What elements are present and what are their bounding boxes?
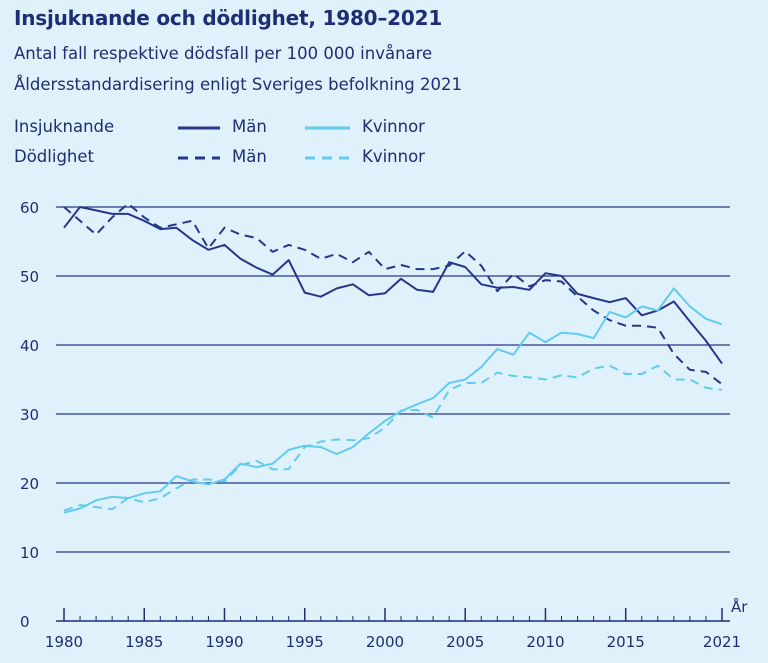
legend-group-mortality: Dödlighet: [14, 147, 94, 166]
x-tick-label-2021: 2021: [703, 633, 741, 651]
legend-mortality-women-label: Kvinnor: [362, 147, 425, 166]
series-line-dödlighet-kvinnor: [63, 364, 723, 512]
y-tick-label-30: 30: [20, 406, 39, 424]
legend-mortality-men-label: Män: [232, 147, 267, 166]
x-tick-label-1990: 1990: [205, 633, 243, 651]
x-axis-label: År: [731, 597, 748, 616]
legend-incidence-men-label: Män: [232, 117, 267, 136]
gridlines: [56, 206, 730, 622]
y-tick-labels: 0 10 20 30 40 50 60: [20, 199, 39, 631]
x-tick-label-2015: 2015: [607, 633, 645, 651]
y-tick-label-60: 60: [20, 199, 39, 217]
chart-subtitle-2: Åldersstandardisering enligt Sveriges be…: [14, 75, 463, 94]
y-tick-label-10: 10: [20, 544, 39, 562]
chart-subtitle-1: Antal fall respektive dödsfall per 100 0…: [14, 44, 433, 63]
series-line-dödlighet-män: [63, 202, 723, 386]
series-line-insjuknande-kvinnor: [63, 287, 723, 514]
x-tick-label-1980: 1980: [45, 633, 83, 651]
y-tick-label-50: 50: [20, 268, 39, 286]
y-tick-label-20: 20: [20, 475, 39, 493]
x-tick-label-2010: 2010: [526, 633, 564, 651]
legend-incidence-women-label: Kvinnor: [362, 117, 425, 136]
y-tick-label-40: 40: [20, 337, 39, 355]
y-tick-label-0: 0: [20, 613, 30, 631]
chart-title: Insjuknande och dödlighet, 1980–2021: [14, 6, 443, 30]
series-lines: [63, 202, 723, 514]
x-tick-label-1995: 1995: [286, 633, 324, 651]
x-tick-label-1985: 1985: [125, 633, 163, 651]
x-tick-label-2000: 2000: [366, 633, 404, 651]
series-line-insjuknande-män: [63, 206, 723, 365]
x-tick-label-2005: 2005: [446, 633, 484, 651]
legend-group-incidence: Insjuknande: [14, 117, 115, 136]
x-ticks: 1980 1985 1990 1995 2000 2005 2010 2015 2021: [45, 608, 741, 651]
